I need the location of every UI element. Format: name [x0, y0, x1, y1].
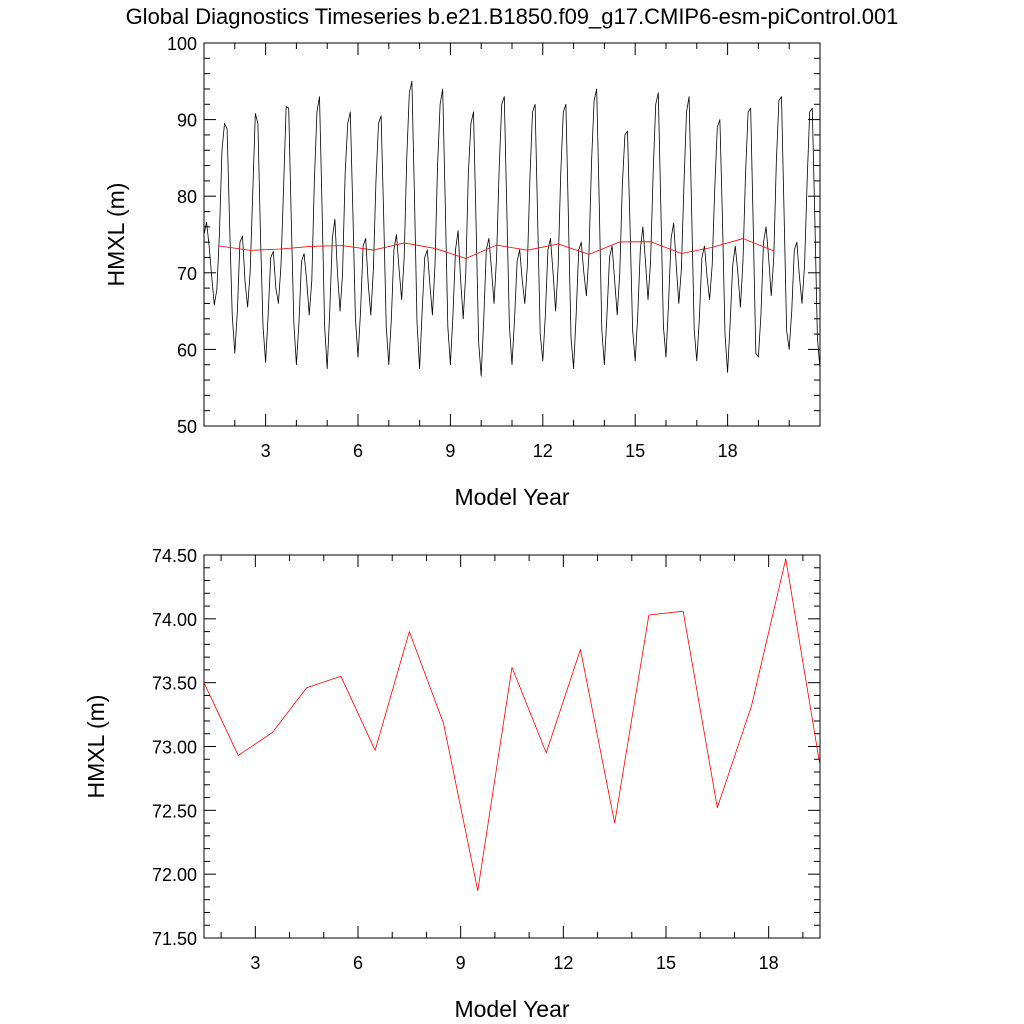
y-tick-label: 100: [167, 34, 197, 54]
y-tick-label: 74.00: [152, 610, 197, 630]
x-tick-label: 12: [553, 953, 573, 973]
y-tick-label: 73.00: [152, 738, 197, 758]
y-tick-label: 72.00: [152, 865, 197, 885]
plot-frame: [203, 554, 821, 939]
annual-series-line: [204, 558, 820, 892]
bottom-panel: 3 6 9 12 15 18 71.50 72.00 72.50 73.00 73.50 74.00 7…: [83, 546, 821, 1022]
x-tick-label: 3: [250, 953, 260, 973]
y-tick-label: 73.50: [152, 674, 197, 694]
y-axis-label: HMXL (m): [103, 183, 129, 287]
x-tick-label: 6: [353, 441, 363, 461]
x-tick-label: 12: [533, 441, 553, 461]
y-tick-label: 74.50: [152, 546, 197, 566]
y-tick-label: 90: [177, 111, 197, 131]
y-tick-label: 72.50: [152, 801, 197, 821]
y-tick-label: 70: [177, 264, 197, 284]
x-tick-label: 18: [759, 953, 779, 973]
x-tick-label: 6: [353, 953, 363, 973]
figure-title: Global Diagnostics Timeseries b.e21.B185…: [126, 4, 899, 29]
x-tick-label: 15: [625, 441, 645, 461]
monthly-series-line: [204, 80, 820, 377]
x-tick-label: 15: [656, 953, 676, 973]
top-panel: 3 6 9 12 15 18 50 60 70 80 90 100 Model Year HMXL (m): [103, 34, 821, 510]
y-tick-label: 71.50: [152, 929, 197, 949]
annual-series-line: [219, 238, 774, 259]
x-axis-label: Model Year: [454, 996, 569, 1022]
x-tick-label: 18: [718, 441, 738, 461]
x-axis-label: Model Year: [454, 484, 569, 510]
y-tick-label: 60: [177, 340, 197, 360]
y-tick-label: 50: [177, 417, 197, 437]
x-tick-label: 9: [445, 441, 455, 461]
x-tick-label: 9: [456, 953, 466, 973]
y-tick-label: 80: [177, 187, 197, 207]
x-tick-label: 3: [261, 441, 271, 461]
y-axis-label: HMXL (m): [83, 695, 109, 799]
